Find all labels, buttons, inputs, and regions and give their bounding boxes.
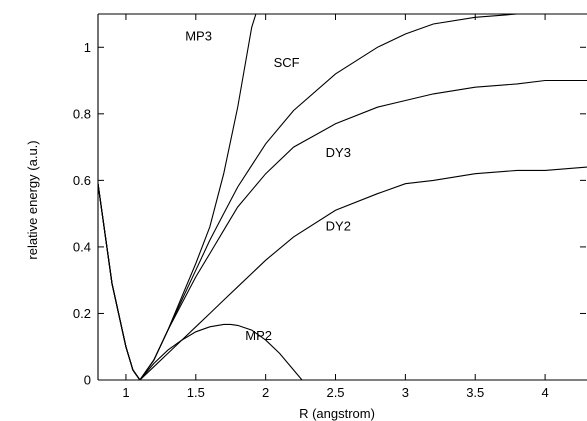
curve-label-dy2: DY2 [326, 218, 351, 233]
y-tick-label: 0.4 [73, 239, 91, 254]
series-line-scf [98, 14, 539, 380]
y-tick-label: 0 [84, 373, 91, 388]
x-tick-label: 1.5 [187, 385, 205, 400]
curve-label-dy3: DY3 [326, 145, 351, 160]
x-axis-label: R (angstrom) [299, 406, 375, 421]
y-tick-label: 1 [84, 40, 91, 55]
y-axis-label: relative energy (a.u.) [25, 140, 40, 259]
x-tick-label: 4 [541, 385, 548, 400]
y-tick-label: 0.6 [73, 173, 91, 188]
x-tick-label: 3 [402, 385, 409, 400]
x-tick-label: 2 [262, 385, 269, 400]
x-tick-label: 1 [122, 385, 129, 400]
curve-label-mp3: MP3 [185, 29, 212, 44]
curve-label-scf: SCF [274, 55, 300, 70]
x-tick-label: 2.5 [326, 385, 344, 400]
plot-area: 1 1.5 2 2.5 3 3.5 4 0 0.2 0.4 0.6 0.8 1 MP3 SCF DY3 DY2 M… [73, 13, 587, 400]
y-tick-label: 0.8 [73, 106, 91, 121]
curve-label-mp2: MP2 [245, 328, 272, 343]
x-tick-label: 3.5 [466, 385, 484, 400]
series-line-mp2 [98, 183, 303, 380]
y-tick-label: 0.2 [73, 306, 91, 321]
